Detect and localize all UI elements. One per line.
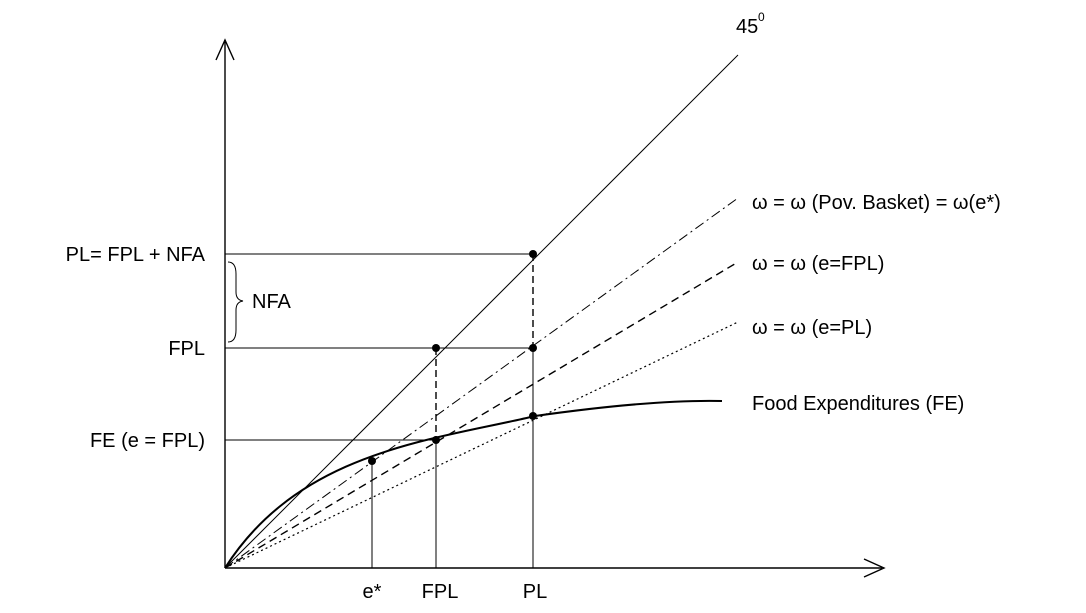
ray-e-pl [224,321,739,569]
label-45-degree: 0 [758,10,765,24]
label-x-estar: e* [363,581,382,603]
y-axis-arrowhead [215,38,235,61]
point-fpl-on-45 [432,344,440,352]
ray-e-fpl [224,261,739,569]
label-x-fpl: FPL [422,581,459,603]
label-x-pl: PL [523,581,547,603]
label-ray-pl: ω = ω (e=PL) [752,317,872,339]
point-fe-at-pl [529,412,537,420]
point-fe-at-estar [368,457,376,465]
label-ray-pov: ω = ω (Pov. Basket) = ω(e*) [752,192,1001,214]
label-y-fe: FE (e = FPL) [90,430,205,452]
nfa-brace [227,261,244,343]
label-nfa: NFA [252,291,292,313]
point-pl-fpl [529,344,537,352]
ray-poverty-basket [224,197,739,569]
forty-five-degree-line [224,54,739,569]
x-axis-arrowhead [863,558,886,578]
label-y-pl: PL= FPL + NFA [66,244,206,266]
label-45: 45 [736,16,758,38]
food-expenditures-curve [224,399,723,569]
label-curve-fe: Food Expenditures (FE) [752,393,964,415]
label-y-fpl: FPL [168,338,205,360]
point-pl-on-45 [529,250,537,258]
point-fe-at-fpl [432,436,440,444]
label-ray-fpl: ω = ω (e=FPL) [752,253,884,275]
